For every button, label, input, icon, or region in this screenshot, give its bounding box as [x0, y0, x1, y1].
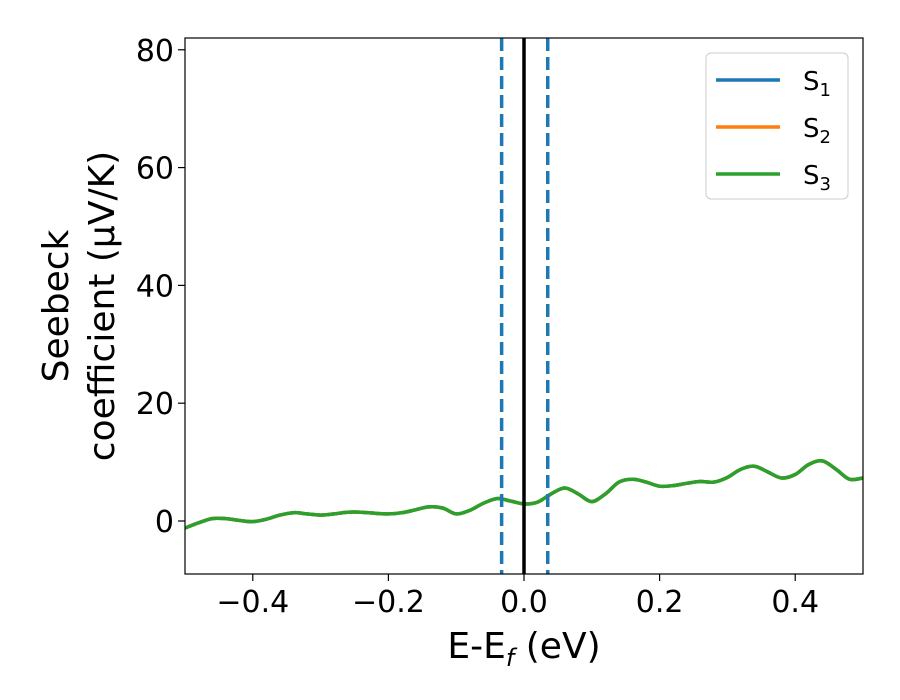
legend-label-s3: S3 [803, 161, 831, 195]
x-axis-ticks: −0.4 −0.2 0.0 0.2 0.4 [216, 574, 819, 620]
legend-label-s1: S1 [803, 67, 831, 101]
y-tick-label: 60 [136, 152, 174, 187]
y-axis-title: Seebeck coefficient (μV/K) [36, 151, 123, 461]
y-tick-label: 80 [136, 34, 174, 69]
x-tick-label: −0.4 [216, 585, 289, 620]
x-tick-label: 0.2 [636, 585, 684, 620]
x-tick-label: −0.2 [352, 585, 425, 620]
y-tick-label: 0 [155, 505, 174, 540]
legend-items: S1 S2 S3 [716, 67, 831, 195]
y-tick-label: 20 [136, 387, 174, 422]
x-axis-title: E-Ef (eV) [447, 626, 600, 672]
y-tick-label: 40 [136, 269, 174, 304]
y-axis-title-line1: Seebeck [36, 229, 77, 382]
x-axis-title-main: E-E [447, 626, 505, 667]
vertical-lines-layer [499, 38, 550, 574]
legend: S1 S2 S3 [705, 52, 849, 200]
legend-label-s2: S2 [803, 114, 831, 148]
x-axis-title-unit: (eV) [514, 626, 600, 667]
y-axis-title-line2: coefficient (μV/K) [82, 151, 123, 461]
x-tick-label: 0.4 [771, 585, 819, 620]
x-tick-label: 0.0 [500, 585, 548, 620]
y-axis-ticks: 0 20 40 60 80 [136, 34, 185, 540]
